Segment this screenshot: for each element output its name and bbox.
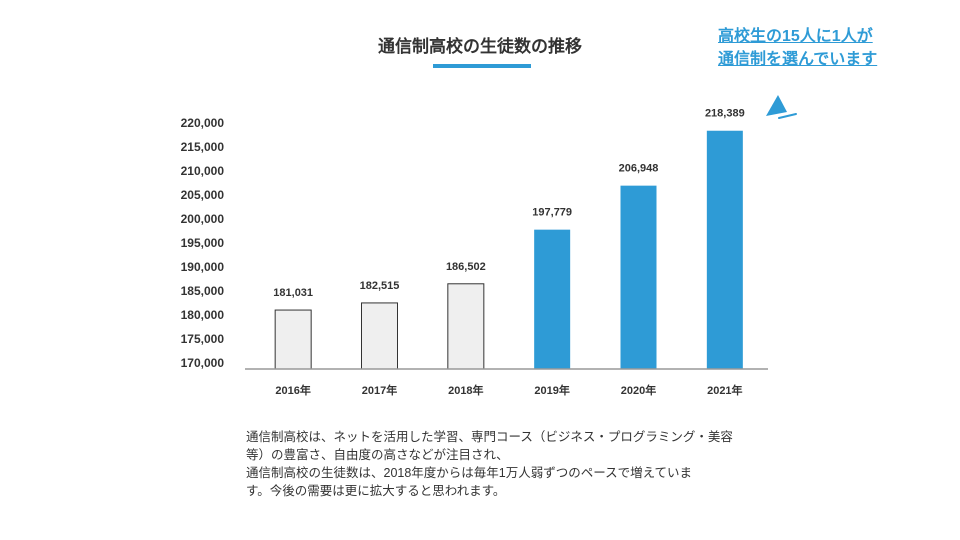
bars: 181,031 182,515 186,502 197,779 206,948 218,3… bbox=[273, 108, 745, 370]
bar bbox=[534, 229, 571, 369]
y-tick-label: 220,000 bbox=[181, 116, 225, 130]
y-tick-label: 175,000 bbox=[181, 332, 225, 346]
x-tick-label: 2021年 bbox=[707, 383, 742, 397]
y-tick-label: 215,000 bbox=[181, 140, 225, 154]
x-tick-label: 2019年 bbox=[534, 383, 569, 397]
callout-pointer-stroke bbox=[778, 113, 797, 119]
bar bbox=[274, 309, 312, 370]
description-line-3: 通信制高校の生徒数は、2018年度からは毎年1万人弱ずつのペースで増えていま bbox=[246, 466, 693, 480]
x-tick-label: 2020年 bbox=[621, 383, 656, 397]
bar bbox=[706, 130, 743, 369]
bar-value-label: 181,031 bbox=[273, 287, 313, 299]
y-tick-label: 210,000 bbox=[181, 164, 225, 178]
x-tick-label: 2017年 bbox=[362, 383, 397, 397]
callout-text: 高校生の15人に1人が 通信制を選んでいます bbox=[718, 25, 918, 71]
description-line-1: 通信制高校は、ネットを活用した学習、専門コース（ビジネス・プログラミング・美容 bbox=[246, 430, 733, 444]
bar bbox=[447, 283, 485, 370]
callout-line-1: 高校生の15人に1人が bbox=[718, 28, 873, 45]
x-axis: 2016年 2017年 2018年 2019年 2020年 2021年 bbox=[275, 383, 742, 397]
y-tick-label: 170,000 bbox=[181, 356, 225, 370]
y-tick-label: 180,000 bbox=[181, 308, 225, 322]
title-underline bbox=[433, 64, 531, 68]
y-tick-label: 205,000 bbox=[181, 188, 225, 202]
bar-value-label: 186,502 bbox=[446, 261, 486, 273]
y-tick-label: 190,000 bbox=[181, 260, 225, 274]
bar bbox=[620, 185, 657, 369]
description-line-4: す。今後の需要は更に拡大すると思われます。 bbox=[246, 484, 506, 498]
y-axis: 170,000 175,000 180,000 185,000 190,000 195,0… bbox=[181, 116, 225, 370]
chart-title: 通信制高校の生徒数の推移 bbox=[378, 37, 582, 56]
description-text: 通信制高校は、ネットを活用した学習、専門コース（ビジネス・プログラミング・美容 … bbox=[246, 428, 786, 500]
bar-value-label: 182,515 bbox=[360, 280, 400, 292]
bar-value-label: 197,779 bbox=[532, 207, 572, 219]
y-tick-label: 200,000 bbox=[181, 212, 225, 226]
bar bbox=[361, 302, 398, 370]
callout-line-2: 通信制を選んでいます bbox=[718, 51, 878, 68]
callout-pointer-triangle bbox=[766, 95, 787, 116]
x-tick-label: 2016年 bbox=[275, 383, 310, 397]
callout-pointer-icon bbox=[766, 95, 797, 119]
description-line-2: 等）の豊富さ、自由度の高さなどが注目され、 bbox=[246, 448, 509, 462]
y-tick-label: 195,000 bbox=[181, 236, 225, 250]
bar-value-label: 206,948 bbox=[619, 163, 659, 175]
bar-value-label: 218,389 bbox=[705, 108, 745, 120]
x-tick-label: 2018年 bbox=[448, 383, 483, 397]
y-tick-label: 185,000 bbox=[181, 284, 225, 298]
